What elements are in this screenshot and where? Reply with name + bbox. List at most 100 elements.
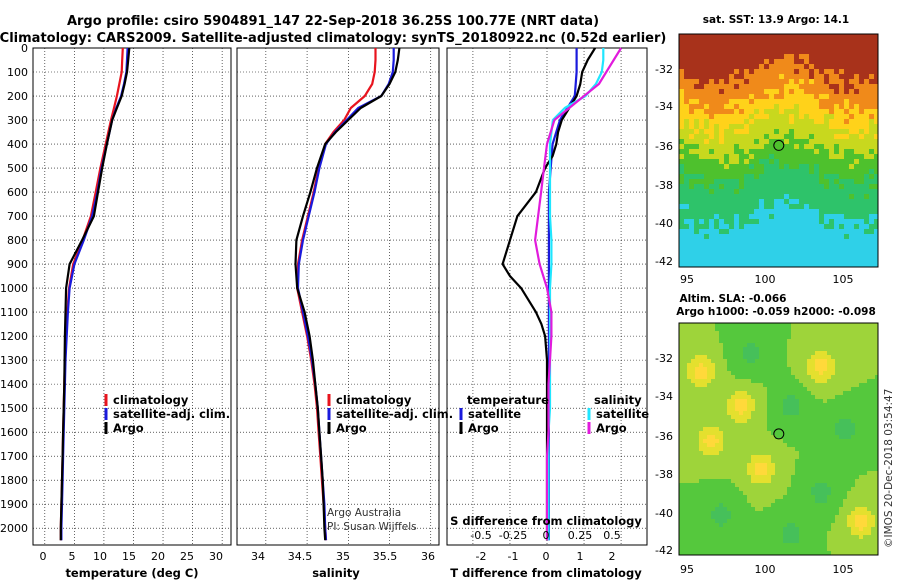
map-cell — [849, 189, 855, 195]
map-cell — [709, 39, 715, 45]
map-cell — [783, 507, 788, 512]
map-cell — [831, 415, 836, 420]
map-cell — [875, 343, 879, 348]
map-cell — [851, 543, 856, 548]
map-cell — [695, 363, 700, 368]
map-cell — [715, 415, 720, 420]
map-cell — [771, 363, 776, 368]
map-cell — [739, 355, 744, 360]
map-cell — [743, 371, 748, 376]
map-cell — [689, 224, 695, 230]
map-cell — [703, 383, 708, 388]
map-cell — [764, 194, 770, 200]
map-cell — [763, 451, 768, 456]
map-cell — [729, 59, 735, 65]
map-cell — [827, 487, 832, 492]
map-cell — [724, 189, 730, 195]
map-cell — [719, 375, 724, 380]
map-cell — [811, 543, 816, 548]
map-cell — [791, 335, 796, 340]
map-cell — [869, 39, 875, 45]
map-cell — [711, 403, 716, 408]
map-cell — [854, 189, 860, 195]
map-cell — [727, 367, 732, 372]
map-cell — [799, 411, 804, 416]
map-cell — [754, 104, 760, 110]
map-cell — [784, 159, 790, 165]
map-cell — [739, 495, 744, 500]
map-cell — [844, 249, 850, 255]
map-cell — [779, 331, 784, 336]
map-cell — [824, 199, 830, 205]
map-cell — [829, 114, 835, 120]
map-cell — [723, 395, 728, 400]
map-cell — [729, 224, 735, 230]
map-cell — [869, 239, 875, 245]
map-cell — [724, 69, 730, 75]
sst-map — [679, 34, 879, 268]
map-cell — [729, 74, 735, 80]
map-cell — [875, 459, 879, 464]
map-cell — [711, 339, 716, 344]
map-cell — [863, 371, 868, 376]
map-cell — [815, 411, 820, 416]
map-cell — [679, 495, 684, 500]
map-cell — [759, 367, 764, 372]
map-cell — [779, 129, 785, 135]
map-cell — [803, 511, 808, 516]
map-cell — [699, 351, 704, 356]
map-cell — [835, 419, 840, 424]
map-cell — [864, 54, 870, 60]
map-cell — [799, 74, 805, 80]
map-cell — [827, 427, 832, 432]
map-cell — [727, 411, 732, 416]
map-cell — [723, 391, 728, 396]
map-cell — [827, 523, 832, 528]
map-cell — [687, 407, 692, 412]
map-cell — [684, 139, 690, 145]
map-cell — [787, 435, 792, 440]
map-cell — [807, 387, 812, 392]
map-cell — [689, 99, 695, 105]
map-cell — [704, 39, 710, 45]
map-cell — [843, 547, 848, 552]
map-cell — [814, 224, 820, 230]
map-cell — [849, 204, 855, 210]
map-cell — [834, 154, 840, 160]
map-cell — [851, 451, 856, 456]
map-cell — [747, 551, 752, 556]
map-cell — [687, 463, 692, 468]
map-cell — [747, 427, 752, 432]
map-cell — [844, 159, 850, 165]
map-cell — [715, 363, 720, 368]
map-cell — [859, 515, 864, 520]
map-cell — [729, 99, 735, 105]
map-cell — [831, 451, 836, 456]
map-cell — [694, 264, 700, 268]
map-cell — [694, 174, 700, 180]
map-cell — [703, 539, 708, 544]
map-cell — [863, 347, 868, 352]
map-cell — [867, 547, 872, 552]
map-cell — [724, 124, 730, 130]
map-cell — [847, 407, 852, 412]
map-cell — [703, 531, 708, 536]
map-cell — [694, 119, 700, 125]
map-cell — [687, 467, 692, 472]
map-cell — [704, 144, 710, 150]
map-cell — [789, 69, 795, 75]
map-cell — [859, 387, 864, 392]
map-cell — [827, 495, 832, 500]
map-cell — [844, 39, 850, 45]
map-cell — [683, 523, 688, 528]
map-cell — [843, 447, 848, 452]
map-cell — [803, 471, 808, 476]
map-cell — [835, 339, 840, 344]
map-cell — [824, 54, 830, 60]
map-cell — [739, 54, 745, 60]
map-cell — [823, 519, 828, 524]
map-cell — [847, 347, 852, 352]
map-cell — [779, 511, 784, 516]
map-cell — [679, 395, 684, 400]
map-cell — [829, 234, 835, 240]
